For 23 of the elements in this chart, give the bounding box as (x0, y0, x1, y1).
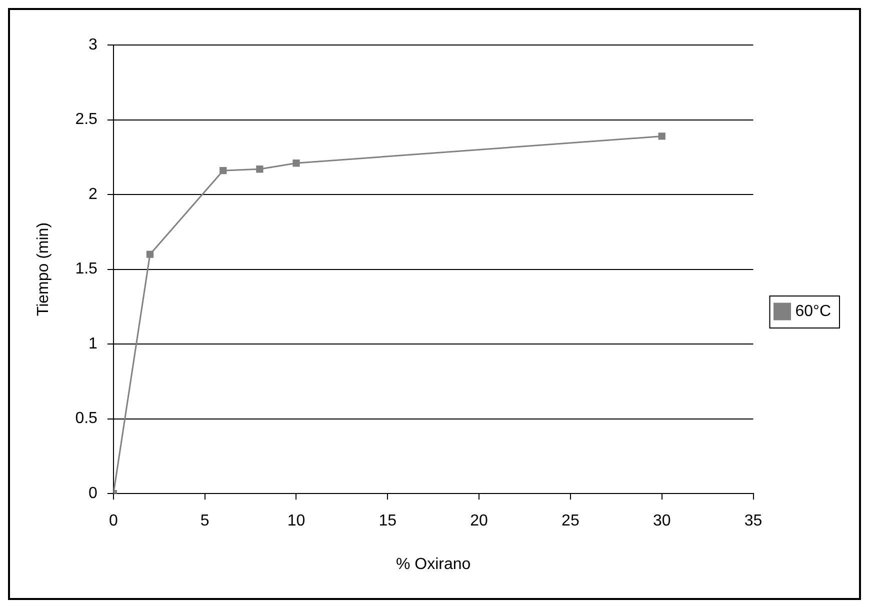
point (658, 132, 666, 140)
y-tick-label: 1 (88, 335, 98, 352)
x-tick-label: 20 (470, 512, 488, 530)
point (256, 166, 264, 173)
point (146, 250, 154, 258)
x-tick-label: 25 (562, 512, 580, 530)
legend-label: 60°C (795, 302, 831, 320)
y-tick-label: 0 (88, 485, 98, 502)
x-tick-label: 35 (744, 512, 762, 530)
x-tick-label: 10 (287, 512, 306, 530)
x-tick-label: 15 (378, 512, 397, 530)
y-tick-label: 3 (88, 36, 98, 54)
y-tick-label: 2 (88, 186, 98, 203)
x-tick-label: 30 (652, 512, 671, 530)
x-tick-label: 0 (108, 512, 118, 530)
y-axis-title: Tiempo (min) (35, 222, 52, 316)
point (292, 160, 300, 167)
y-tick-label: 2.5 (75, 111, 98, 128)
point (220, 167, 227, 174)
y-tick-label: 0.5 (75, 410, 98, 428)
y-tick-label: 1.5 (75, 260, 98, 278)
x-tick-label: 5 (200, 512, 210, 530)
x-axis-title: % Oxirano (396, 556, 471, 573)
